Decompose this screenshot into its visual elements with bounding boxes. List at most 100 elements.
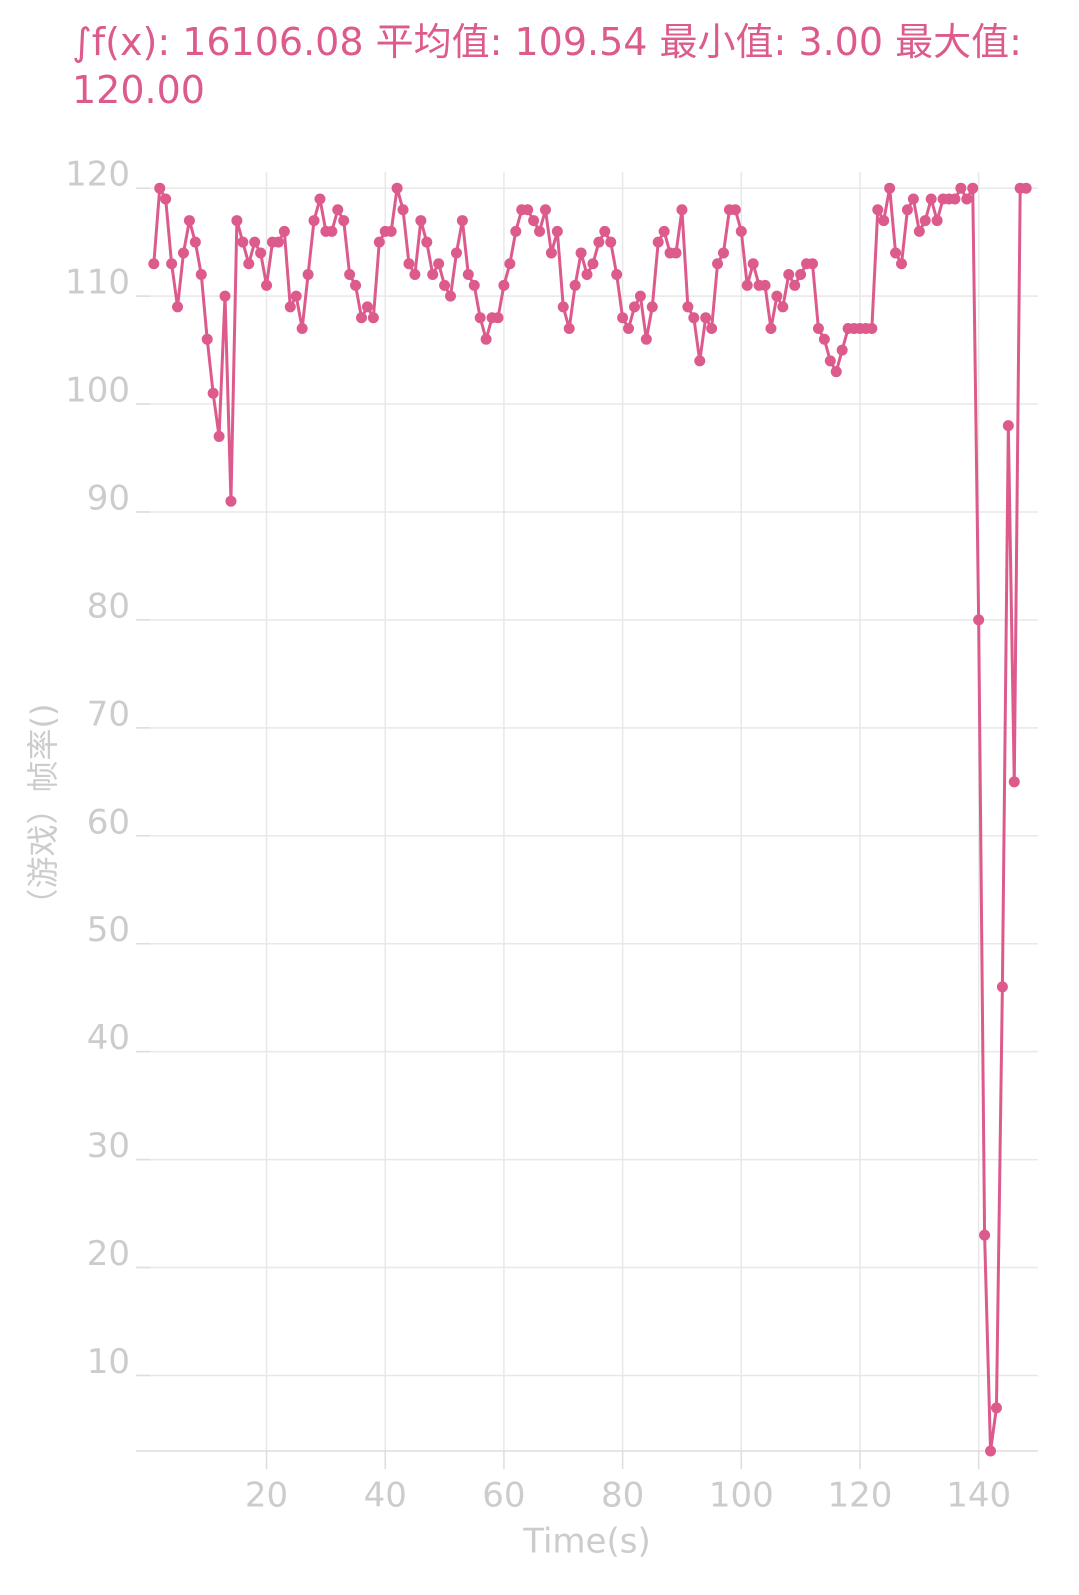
point bbox=[949, 193, 961, 205]
point bbox=[474, 312, 486, 324]
point bbox=[522, 204, 534, 216]
point bbox=[332, 204, 344, 216]
point bbox=[201, 333, 213, 345]
point bbox=[166, 258, 178, 270]
point bbox=[504, 258, 516, 270]
point bbox=[468, 279, 480, 291]
x-tick-label: 40 bbox=[364, 1476, 407, 1516]
point bbox=[391, 182, 403, 194]
point bbox=[913, 225, 925, 237]
point bbox=[706, 323, 718, 335]
point bbox=[563, 323, 575, 335]
point bbox=[528, 215, 540, 227]
point bbox=[682, 301, 694, 313]
y-tick-label: 90 bbox=[87, 478, 130, 518]
point bbox=[219, 290, 231, 302]
y-tick-label: 110 bbox=[65, 263, 130, 303]
point bbox=[498, 279, 510, 291]
point bbox=[729, 204, 741, 216]
point bbox=[759, 279, 771, 291]
point bbox=[611, 269, 623, 281]
point bbox=[985, 1445, 997, 1457]
point bbox=[492, 312, 504, 324]
point bbox=[356, 312, 367, 324]
point bbox=[890, 247, 902, 259]
point bbox=[421, 236, 433, 248]
point bbox=[818, 333, 830, 345]
point bbox=[735, 225, 747, 237]
point bbox=[290, 290, 302, 302]
point bbox=[896, 258, 908, 270]
point bbox=[1008, 776, 1020, 788]
point bbox=[575, 247, 587, 259]
point bbox=[154, 182, 166, 194]
x-tick-label: 20 bbox=[245, 1476, 288, 1516]
point bbox=[551, 225, 563, 237]
y-tick-label: 50 bbox=[87, 910, 130, 950]
point bbox=[581, 269, 593, 281]
x-tick-label: 80 bbox=[601, 1476, 644, 1516]
point bbox=[361, 301, 373, 313]
point bbox=[836, 344, 848, 356]
point bbox=[160, 193, 172, 205]
point bbox=[712, 258, 724, 270]
point bbox=[367, 312, 379, 324]
point bbox=[605, 236, 617, 248]
point bbox=[403, 258, 415, 270]
point bbox=[771, 290, 783, 302]
y-tick-label: 100 bbox=[65, 371, 130, 411]
point bbox=[213, 430, 225, 442]
point bbox=[148, 258, 160, 270]
point bbox=[783, 269, 795, 281]
point bbox=[747, 258, 759, 270]
y-axis-label: （游戏）帧率() bbox=[24, 704, 62, 921]
point bbox=[812, 323, 824, 335]
point bbox=[385, 225, 397, 237]
chart-title: ∫f(x): 16106.08 平均值: 109.54 最小值: 3.00 最大… bbox=[72, 20, 1022, 112]
x-tick-label: 140 bbox=[946, 1476, 1011, 1516]
point bbox=[225, 495, 237, 507]
x-axis-label: Time(s) bbox=[522, 1522, 650, 1562]
point bbox=[338, 215, 350, 227]
point bbox=[195, 269, 207, 281]
x-tick-label: 120 bbox=[828, 1476, 893, 1516]
point bbox=[456, 215, 468, 227]
point bbox=[925, 193, 937, 205]
point bbox=[207, 387, 219, 399]
point bbox=[278, 225, 290, 237]
point bbox=[350, 279, 362, 291]
series-line bbox=[152, 182, 1027, 1452]
point bbox=[694, 355, 706, 367]
point bbox=[450, 247, 462, 259]
point bbox=[1002, 420, 1014, 432]
y-tick-label: 120 bbox=[65, 155, 130, 195]
point bbox=[990, 1402, 1002, 1414]
point bbox=[973, 614, 985, 626]
x-tick-label: 60 bbox=[482, 1476, 525, 1516]
y-tick-label: 80 bbox=[87, 586, 130, 626]
x-tick-label: 100 bbox=[709, 1476, 774, 1516]
point bbox=[670, 247, 682, 259]
point bbox=[795, 269, 807, 281]
point bbox=[373, 236, 385, 248]
point bbox=[183, 215, 195, 227]
point bbox=[480, 333, 492, 345]
point bbox=[717, 247, 729, 259]
point bbox=[955, 182, 967, 194]
point bbox=[243, 258, 255, 270]
y-tick-label: 60 bbox=[87, 802, 130, 842]
point bbox=[741, 279, 753, 291]
point bbox=[777, 301, 789, 313]
point bbox=[569, 279, 581, 291]
point bbox=[397, 204, 409, 216]
y-tick-label: 20 bbox=[87, 1234, 130, 1274]
point bbox=[189, 236, 201, 248]
point bbox=[302, 269, 314, 281]
point bbox=[237, 236, 249, 248]
point bbox=[593, 236, 605, 248]
point bbox=[445, 290, 457, 302]
point bbox=[640, 333, 652, 345]
y-tick-label: 10 bbox=[87, 1342, 130, 1382]
